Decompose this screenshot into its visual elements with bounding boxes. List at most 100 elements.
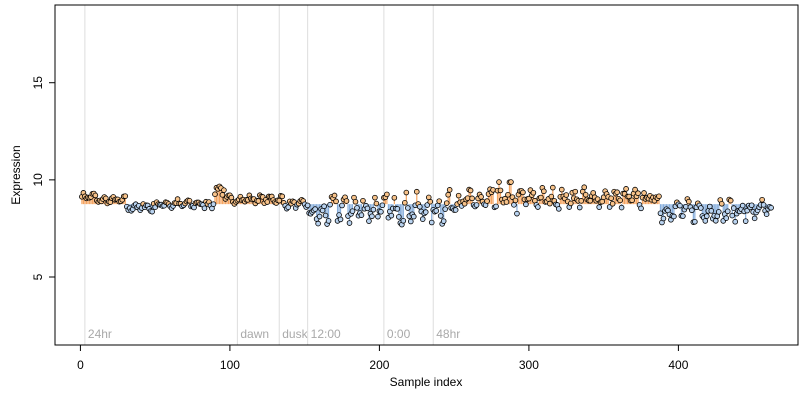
deviation-bar: [613, 191, 615, 205]
deviation-bar: [151, 204, 153, 212]
data-point: [316, 213, 323, 220]
data-point: [632, 186, 638, 193]
data-point: [221, 187, 227, 193]
data-point: [446, 187, 453, 193]
data-point: [550, 184, 556, 191]
data-point: [617, 197, 623, 204]
deviation-bar: [413, 204, 415, 217]
data-point: [567, 200, 574, 207]
data-point: [629, 197, 635, 204]
x-tick-label: 200: [369, 358, 389, 372]
data-point: [541, 188, 547, 195]
deviation-bar: [221, 194, 224, 205]
data-point: [464, 195, 471, 201]
deviation-bar: [622, 193, 624, 205]
deviation-bar: [336, 204, 339, 221]
data-point: [370, 206, 377, 213]
data-point: [428, 219, 435, 226]
marker-label: 48hr: [436, 327, 460, 341]
deviation-bar: [402, 204, 404, 221]
x-tick-label: 100: [220, 358, 240, 372]
data-point: [493, 203, 499, 210]
deviation-bar: [635, 196, 638, 205]
x-axis-label: Sample index: [390, 375, 463, 389]
deviation-bar: [218, 186, 221, 205]
data-point: [548, 193, 555, 200]
data-point: [768, 204, 774, 211]
data-point: [742, 218, 749, 224]
deviation-bar: [374, 197, 376, 205]
data-point: [683, 203, 689, 210]
deviation-bar: [316, 204, 318, 220]
data-point: [490, 187, 496, 193]
deviation-bar: [440, 204, 442, 216]
data-point: [325, 218, 332, 224]
deviation-bar: [332, 198, 334, 205]
data-point: [437, 213, 444, 219]
data-point: [210, 201, 217, 207]
data-point: [763, 211, 770, 217]
data-point: [512, 197, 519, 204]
deviation-bar: [673, 204, 675, 217]
data-point: [680, 213, 686, 219]
deviation-bar: [610, 198, 612, 205]
marker-label: 12:00: [311, 327, 341, 341]
deviation-bar: [703, 204, 705, 218]
deviation-bar: [582, 191, 584, 205]
data-point: [698, 205, 704, 211]
data-point: [403, 189, 410, 196]
deviation-bar: [416, 191, 418, 205]
deviation-bar: [310, 204, 312, 214]
data-point: [372, 194, 378, 201]
deviation-bar: [360, 204, 363, 216]
deviation-bar: [656, 198, 659, 205]
data-point: [677, 202, 683, 209]
deviation-bar: [339, 204, 342, 220]
data-point: [373, 200, 380, 207]
deviation-bar: [124, 196, 126, 205]
data-point: [729, 212, 736, 219]
deviation-bar: [550, 196, 552, 205]
deviation-bar: [85, 198, 87, 205]
data-point: [530, 189, 537, 196]
data-point: [419, 216, 426, 222]
deviation-bar: [623, 193, 626, 205]
deviation-bar: [626, 196, 629, 205]
deviation-bar: [411, 204, 413, 215]
deviation-bar: [564, 198, 566, 205]
deviation-bar: [531, 195, 533, 205]
deviation-bar: [443, 204, 445, 222]
deviation-bar: [498, 182, 500, 205]
deviation-bar: [543, 191, 545, 205]
x-tick-label: 0: [77, 358, 84, 372]
data-point: [473, 202, 480, 208]
data-point: [702, 218, 709, 224]
deviation-bar: [715, 204, 717, 221]
deviation-bar: [477, 198, 479, 205]
data-point: [402, 200, 408, 206]
deviation-bar: [389, 204, 391, 212]
deviation-bar: [752, 204, 754, 212]
data-point: [572, 188, 579, 195]
data-point: [396, 214, 402, 220]
data-point: [496, 179, 502, 185]
data-point: [337, 216, 344, 223]
deviation-bar: [227, 195, 230, 205]
deviation-bar: [431, 204, 433, 223]
data-point: [520, 189, 526, 196]
data-point: [378, 209, 384, 215]
marker-label: 24hr: [88, 327, 112, 341]
deviation-bar: [492, 189, 494, 205]
data-point: [556, 206, 562, 212]
data-point: [92, 192, 99, 199]
deviation-bar: [737, 204, 739, 211]
data-point: [526, 195, 532, 202]
deviation-bar: [217, 188, 219, 205]
deviation-bar: [214, 194, 216, 205]
deviation-bar: [384, 197, 386, 205]
deviation-bar: [281, 196, 283, 205]
data-point: [727, 197, 734, 204]
data-point: [255, 198, 262, 204]
deviation-bar: [347, 204, 349, 217]
